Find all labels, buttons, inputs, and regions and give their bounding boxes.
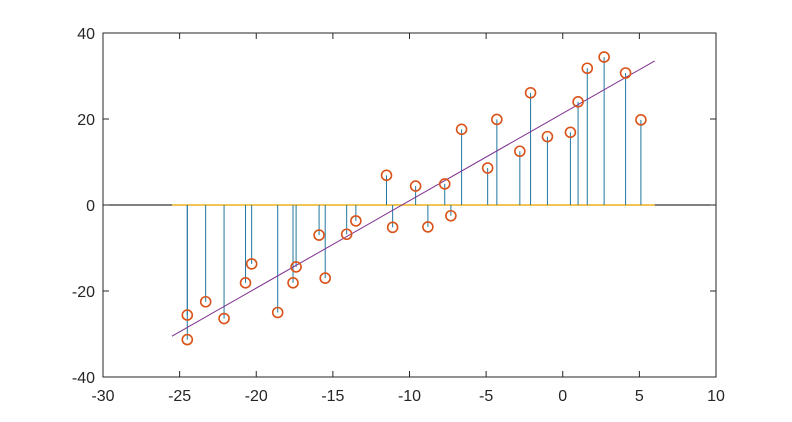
data-point-15 — [409, 180, 422, 192]
x-tick-label: 0 — [558, 388, 567, 405]
data-point-7 — [287, 277, 299, 289]
data-point-28 — [598, 51, 610, 63]
x-tick-label: -10 — [398, 388, 421, 405]
data-point-20 — [481, 162, 494, 174]
y-tick-label: -40 — [72, 370, 95, 387]
data-point-27 — [581, 62, 594, 75]
markers-layer — [181, 51, 647, 346]
data-point-5 — [245, 258, 258, 270]
data-point-4 — [239, 277, 252, 289]
data-point-6 — [271, 306, 284, 319]
data-point-12 — [350, 215, 362, 227]
data-point-29 — [619, 67, 632, 79]
data-point-25 — [564, 126, 577, 139]
data-point-14 — [386, 221, 399, 234]
y-tick-label: 20 — [77, 112, 95, 129]
data-point-23 — [524, 86, 537, 99]
data-point-0 — [181, 309, 194, 321]
data-point-24 — [541, 130, 554, 143]
y-tick-label: 0 — [86, 198, 95, 215]
y-axis: -40 -20 0 20 40 — [72, 26, 716, 387]
data-point-30 — [635, 114, 647, 126]
data-point-26 — [572, 96, 584, 108]
fit-line-layer — [171, 60, 655, 337]
data-point-1 — [181, 333, 194, 346]
x-tick-label: -15 — [321, 388, 344, 405]
data-point-8 — [290, 261, 302, 273]
data-point-17 — [438, 178, 451, 190]
data-point-22 — [514, 145, 526, 158]
data-point-19 — [455, 123, 468, 136]
data-point-18 — [445, 209, 457, 222]
data-point-16 — [422, 221, 434, 233]
data-point-9 — [313, 229, 325, 241]
data-point-21 — [491, 113, 503, 126]
data-point-3 — [218, 312, 230, 325]
x-tick-label: 10 — [707, 388, 725, 405]
data-point-13 — [380, 169, 393, 182]
data-point-2 — [199, 295, 212, 308]
x-tick-label: -5 — [479, 388, 493, 405]
data-point-11 — [340, 228, 353, 241]
x-tick-label: 5 — [635, 388, 644, 405]
fit-line — [171, 60, 655, 337]
x-axis: -30 -25 -20 -15 -10 -5 0 5 10 — [91, 33, 725, 405]
y-tick-label: -20 — [72, 284, 95, 301]
x-tick-label: -20 — [245, 388, 268, 405]
y-tick-label: 40 — [77, 26, 95, 43]
x-tick-label: -25 — [168, 388, 191, 405]
x-tick-label: -30 — [91, 388, 114, 405]
data-point-10 — [319, 272, 332, 284]
